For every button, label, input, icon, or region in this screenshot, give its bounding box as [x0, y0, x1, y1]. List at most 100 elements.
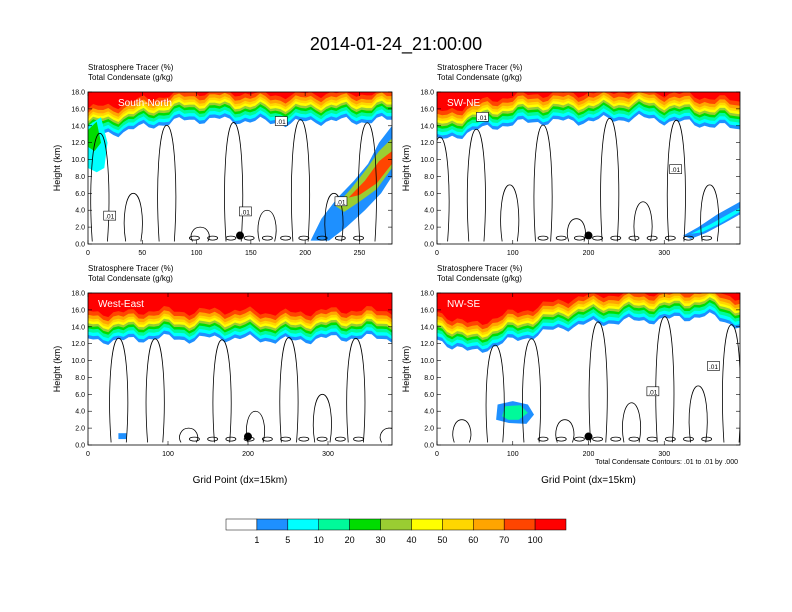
- y-axis-label: Height (km): [52, 145, 62, 192]
- condensate-contours: [452, 316, 740, 443]
- ytick-label: 14.0: [71, 123, 85, 130]
- contour-label-box: [646, 386, 660, 397]
- colorbar-label: 50: [437, 535, 447, 545]
- ytick-label: 6.0: [424, 392, 434, 399]
- low-cloud-contour: [188, 235, 200, 241]
- contour-label: .01: [274, 116, 288, 126]
- ytick-label: 8.0: [424, 174, 434, 181]
- ytick-label: 0.0: [424, 242, 434, 249]
- contour-label-box: [476, 112, 489, 122]
- contour-line: [145, 338, 165, 443]
- low-cloud-contour: [207, 436, 219, 442]
- low-cloud-contour: [664, 436, 676, 442]
- colorbar-bin: [534, 518, 567, 531]
- ytick-label: 8.0: [75, 375, 85, 382]
- location-marker: [584, 231, 593, 240]
- small-blob: [118, 433, 127, 440]
- colorbar-bin: [411, 518, 443, 531]
- panel-title-line: Stratosphere Tracer (%): [88, 63, 174, 72]
- ytick-label: 16.0: [420, 106, 434, 113]
- contour-line: [157, 124, 177, 242]
- colorbar-label: 40: [406, 535, 416, 545]
- lower-plume: [683, 201, 740, 239]
- contour-label-box: [239, 206, 252, 217]
- low-cloud-contour: [646, 235, 658, 241]
- panel-label: South-North: [118, 98, 172, 109]
- xtick-label: 100: [162, 451, 174, 458]
- contour-label: .01: [646, 386, 660, 397]
- contour-label: .01: [334, 196, 348, 207]
- xtick-label: 100: [507, 250, 519, 257]
- contour-line: [566, 218, 586, 242]
- ytick-label: 6.0: [75, 191, 85, 198]
- low-cloud-contour: [555, 235, 567, 241]
- low-cloud-contour: [610, 436, 622, 442]
- contour-label-text: .01: [105, 214, 114, 221]
- xtick-label: 250: [354, 250, 366, 257]
- colorbar-label: 70: [499, 535, 509, 545]
- contour-line: [346, 337, 366, 443]
- low-cloud-contour: [537, 436, 549, 442]
- contour-line: [224, 122, 244, 242]
- contour-line: [279, 337, 299, 443]
- panel-title-line: Stratosphere Tracer (%): [437, 264, 523, 273]
- colorbar-bin: [473, 518, 505, 531]
- ytick-label: 2.0: [75, 426, 85, 433]
- contour-line: [485, 344, 505, 443]
- low-cloud-contour: [683, 235, 694, 241]
- contour-line: [291, 119, 310, 242]
- contour-label-text: .01: [336, 199, 345, 206]
- panel-title-line: Total Condensate (g/kg): [88, 73, 173, 82]
- ytick-label: 4.0: [424, 208, 434, 215]
- low-cloud-contour: [261, 235, 273, 241]
- ytick-label: 18.0: [420, 291, 434, 298]
- low-cloud-contour: [334, 436, 346, 442]
- contour-label-box: [334, 196, 348, 207]
- xtick-label: 200: [583, 250, 595, 257]
- low-cloud-contour: [353, 235, 364, 241]
- contour-label-box: [274, 116, 288, 126]
- contour-line: [190, 226, 210, 242]
- tracer-band-9: [437, 92, 740, 112]
- ytick-label: 12.0: [420, 341, 434, 348]
- footnote: Total Condensate Contours: .01 to .01 by…: [595, 459, 738, 466]
- xtick-label: 0: [86, 250, 90, 257]
- plume-mid: [335, 138, 392, 212]
- ytick-label: 10.0: [71, 358, 85, 365]
- panels-group: .01 .01 .01 .01 South-North Stratosphere Trac…: [52, 63, 741, 486]
- tracer-band-8: [437, 92, 740, 116]
- low-cloud-contour: [701, 436, 713, 442]
- panel-south-north: .01 .01 .01 .01 South-North Stratosphere Trac…: [52, 63, 393, 257]
- low-cloud-contour: [537, 235, 549, 241]
- tracer-band-9: [437, 293, 740, 325]
- xtick-label: 300: [322, 451, 334, 458]
- contour-line: [633, 201, 653, 242]
- xtick-label: 100: [507, 451, 519, 458]
- tracer-field: [437, 293, 740, 443]
- contour-line: [588, 321, 608, 443]
- contour-line: [437, 136, 450, 242]
- colorbar-label: 100: [528, 535, 543, 545]
- x-axis-label: Grid Point (dx=15km): [541, 475, 636, 486]
- contour-line: [109, 337, 129, 443]
- ytick-label: 0.0: [424, 443, 434, 450]
- low-cloud-contour: [261, 436, 273, 442]
- colorbar-label: 10: [314, 535, 324, 545]
- panel-label: SW-NE: [447, 98, 480, 109]
- contour-label: .01: [669, 164, 682, 174]
- low-cloud-contour: [701, 235, 713, 241]
- colorbar-bin: [442, 518, 474, 531]
- contour-line: [666, 119, 686, 242]
- contour-label: .01: [239, 206, 252, 217]
- contour-label-text: .01: [709, 364, 718, 371]
- xtick-label: 100: [191, 250, 203, 257]
- ytick-label: 12.0: [71, 140, 85, 147]
- xtick-label: 200: [242, 451, 254, 458]
- plume-core: [348, 151, 392, 198]
- contour-line: [555, 419, 575, 443]
- contour-line: [533, 124, 553, 242]
- ytick-label: 0.0: [75, 242, 85, 249]
- contour-line: [123, 192, 143, 242]
- panel-title-line: Total Condensate (g/kg): [88, 274, 173, 283]
